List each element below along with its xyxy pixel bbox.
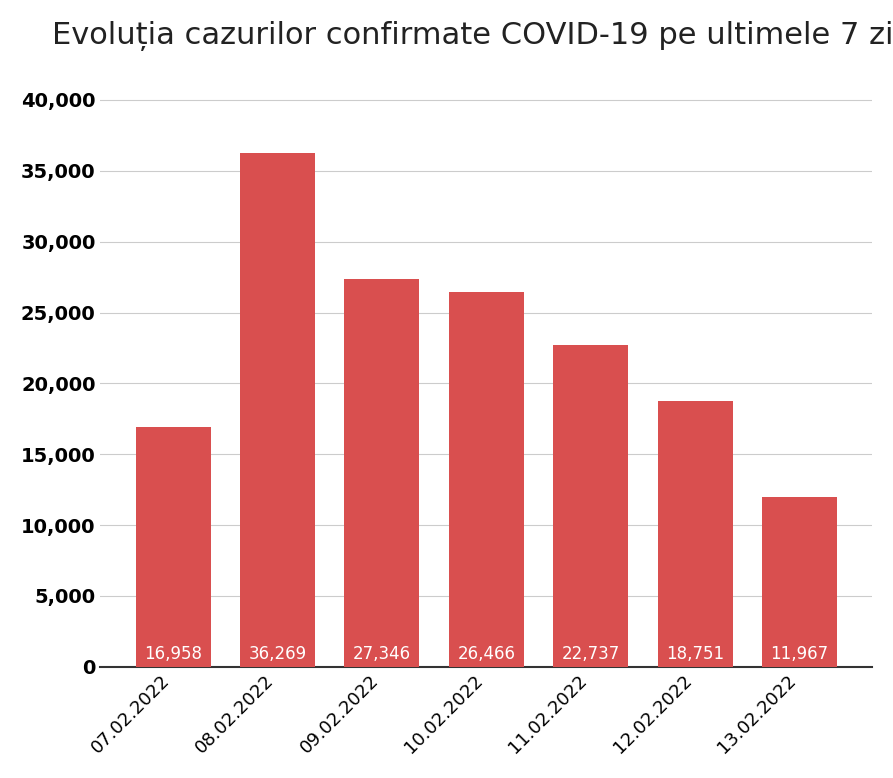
Text: 27,346: 27,346 [353,645,411,663]
Text: 16,958: 16,958 [144,645,202,663]
Text: 18,751: 18,751 [666,645,724,663]
Bar [553,345,629,667]
Text: 11,967: 11,967 [771,645,829,663]
Bar [657,401,732,667]
Bar [240,152,315,667]
Bar [448,292,524,667]
Bar [136,426,211,667]
Text: 22,737: 22,737 [562,645,620,663]
Bar [345,279,420,667]
Title: Evoluția cazurilor confirmate COVID-19 pe ultimele 7 zile: Evoluția cazurilor confirmate COVID-19 p… [52,21,893,51]
Text: 36,269: 36,269 [248,645,306,663]
Text: 26,466: 26,466 [457,645,515,663]
Bar [762,497,837,667]
